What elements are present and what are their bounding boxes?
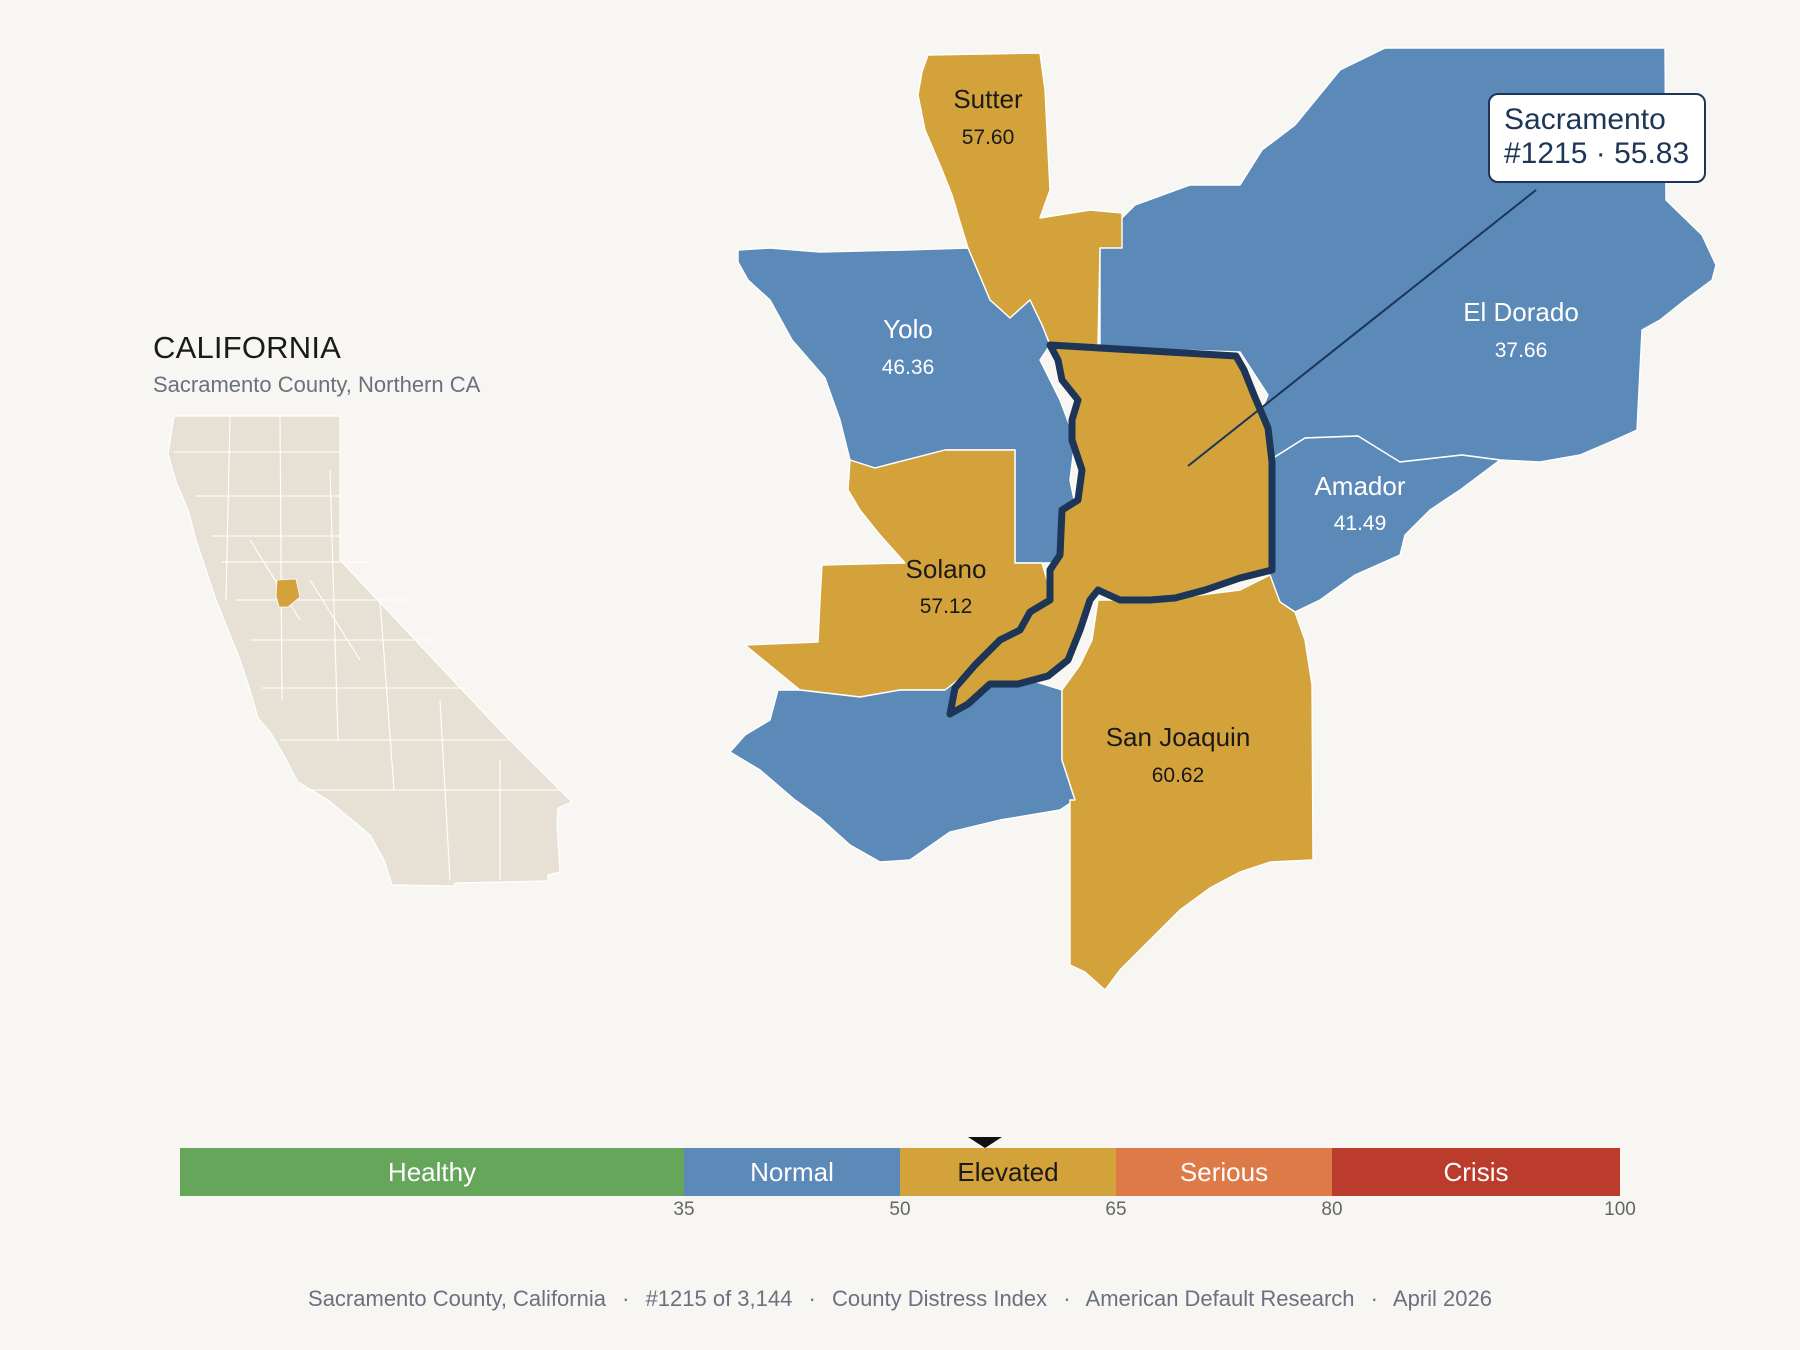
county-boundaries <box>174 415 560 881</box>
inset-subtitle: Sacramento County, Northern CA <box>153 372 481 397</box>
sacramento-highlight-border <box>946 341 1276 718</box>
legend-band-serious: Serious <box>1116 1148 1332 1196</box>
footer-separator: · <box>1063 1286 1071 1311</box>
county-label-sutter: Sutter <box>953 84 1023 114</box>
county-score-el-dorado: 37.66 <box>1495 339 1548 362</box>
inset-state-title: CALIFORNIA <box>153 330 342 365</box>
legend-band-crisis: Crisis <box>1332 1148 1620 1196</box>
footer-index-name: County Distress Index <box>831 1286 1048 1311</box>
county-score-san-joaquin: 60.62 <box>1152 764 1205 787</box>
legend-band-elevated: Elevated <box>900 1148 1116 1196</box>
legend-tick-80: 80 <box>1321 1199 1343 1220</box>
county-contra-costa[interactable] <box>729 675 1076 863</box>
callout-county-name: Sacramento <box>1504 103 1666 136</box>
distress-scale-legend: Healthy Normal Elevated Serious Crisis <box>180 1148 1620 1196</box>
footer-source: American Default Research <box>1085 1286 1355 1311</box>
county-score-solano: 57.12 <box>920 595 973 618</box>
callout-rank-score: #1215 · 55.83 <box>1504 137 1690 170</box>
footer-credits: Sacramento County, California · #1215 of… <box>0 1286 1800 1312</box>
california-locator-map <box>167 415 574 887</box>
county-score-yolo: 46.36 <box>882 356 935 379</box>
sacramento-callout: Sacramento #1215 · 55.83 <box>1488 93 1706 183</box>
legend-tick-35: 35 <box>673 1199 695 1220</box>
footer-separator: · <box>622 1286 630 1311</box>
footer-separator: · <box>1370 1286 1378 1311</box>
county-label-san-joaquin: San Joaquin <box>1106 722 1251 752</box>
california-state-shape <box>167 415 574 887</box>
sacramento-county-locator <box>275 578 301 608</box>
current-value-marker-icon <box>968 1137 1002 1148</box>
legend-band-healthy: Healthy <box>180 1148 684 1196</box>
county-label-solano: Solano <box>906 554 987 584</box>
county-score-sutter: 57.60 <box>962 126 1015 149</box>
county-label-amador: Amador <box>1314 471 1405 501</box>
footer-date: April 2026 <box>1392 1286 1492 1311</box>
county-score-amador: 41.49 <box>1334 512 1387 535</box>
footer-separator: · <box>808 1286 816 1311</box>
legend-tick-50: 50 <box>889 1199 911 1220</box>
callout-leader-line <box>1187 189 1537 467</box>
footer-rank: #1215 of 3,144 <box>645 1286 793 1311</box>
footer-county: Sacramento County, California <box>308 1286 606 1311</box>
legend-tick-100: 100 <box>1604 1199 1636 1220</box>
legend-band-normal: Normal <box>684 1148 900 1196</box>
legend-tick-65: 65 <box>1105 1199 1127 1220</box>
county-label-el-dorado: El Dorado <box>1463 297 1579 327</box>
county-label-yolo: Yolo <box>883 314 933 344</box>
